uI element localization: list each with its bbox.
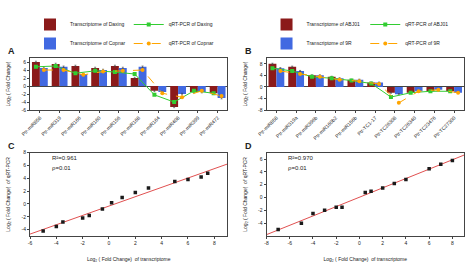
svg-text:Ptr-miR408: Ptr-miR408 bbox=[158, 115, 180, 137]
svg-text:-2: -2 bbox=[258, 207, 263, 213]
svg-text:Log₂ ( Fold Change): Log₂ ( Fold Change) bbox=[5, 61, 11, 106]
svg-text:Log₂ ( Fold Change) of transc: Log₂ ( Fold Change) of transcriptome bbox=[87, 256, 171, 262]
svg-text:-6: -6 bbox=[28, 240, 33, 246]
svg-text:6: 6 bbox=[260, 156, 263, 162]
svg-text:Ptr-miR319a: Ptr-miR319a bbox=[275, 115, 299, 139]
svg-text:Ptr-TC26340: Ptr-TC26340 bbox=[393, 115, 418, 140]
svg-text:Ptr-miR164: Ptr-miR164 bbox=[139, 115, 161, 137]
svg-text:-4: -4 bbox=[258, 95, 263, 101]
svg-text:-4: -4 bbox=[22, 226, 27, 232]
svg-text:Ptr-miR858: Ptr-miR858 bbox=[20, 115, 42, 137]
svg-text:Log₂ ( Fold Change): Log₂ ( Fold Change) bbox=[242, 61, 248, 106]
svg-text:6: 6 bbox=[23, 162, 26, 168]
svg-text:ρ=0.01: ρ=0.01 bbox=[288, 165, 307, 171]
svg-text:4: 4 bbox=[23, 67, 26, 73]
svg-text:-4: -4 bbox=[258, 220, 263, 226]
svg-text:Transcriptome of Daxing: Transcriptome of Daxing bbox=[70, 21, 124, 27]
svg-text:-2: -2 bbox=[334, 240, 339, 246]
svg-text:4: 4 bbox=[23, 175, 26, 181]
svg-text:C: C bbox=[8, 141, 15, 151]
svg-text:0: 0 bbox=[23, 201, 26, 207]
svg-text:0: 0 bbox=[23, 83, 26, 89]
svg-text:-8: -8 bbox=[264, 240, 269, 246]
svg-text:6: 6 bbox=[428, 240, 431, 246]
svg-text:2: 2 bbox=[23, 188, 26, 194]
svg-text:Ptr-miR396b: Ptr-miR396b bbox=[294, 115, 318, 139]
svg-text:Ptr-miR319: Ptr-miR319 bbox=[40, 115, 62, 137]
svg-text:Ptr-miR160b2: Ptr-miR160b2 bbox=[312, 115, 338, 141]
svg-text:4: 4 bbox=[260, 169, 263, 175]
svg-text:2: 2 bbox=[381, 240, 384, 246]
svg-text:-6: -6 bbox=[288, 240, 293, 246]
svg-text:Transcriptome of ABJ01: Transcriptome of ABJ01 bbox=[307, 21, 360, 27]
svg-text:qRT-PCR of Daxing: qRT-PCR of Daxing bbox=[169, 21, 213, 27]
svg-text:4: 4 bbox=[405, 240, 408, 246]
svg-text:-4: -4 bbox=[54, 240, 59, 246]
svg-text:ρ=0.01: ρ=0.01 bbox=[52, 165, 71, 171]
svg-text:-2: -2 bbox=[22, 214, 27, 220]
svg-text:R²=0.970: R²=0.970 bbox=[288, 155, 314, 161]
svg-text:Log₂ ( Fold Change) of qRT-PC: Log₂ ( Fold Change) of qRT-PCR bbox=[242, 157, 248, 232]
svg-text:6: 6 bbox=[23, 59, 26, 65]
svg-text:B: B bbox=[245, 46, 252, 56]
svg-text:Ptr-miR166: Ptr-miR166 bbox=[60, 115, 82, 137]
svg-text:8: 8 bbox=[213, 240, 216, 246]
svg-text:4: 4 bbox=[160, 240, 163, 246]
svg-text:Ptr-miR156: Ptr-miR156 bbox=[99, 115, 121, 137]
svg-text:0: 0 bbox=[108, 240, 111, 246]
svg-text:qRT-PCR of ABJ01: qRT-PCR of ABJ01 bbox=[405, 21, 448, 27]
svg-text:8: 8 bbox=[451, 240, 454, 246]
svg-text:D: D bbox=[245, 141, 252, 151]
svg-text:Ptr-miR399: Ptr-miR399 bbox=[178, 115, 200, 137]
svg-text:Ptr-miR160: Ptr-miR160 bbox=[79, 115, 101, 137]
svg-text:0: 0 bbox=[358, 240, 361, 246]
svg-text:Ptr-miR168: Ptr-miR168 bbox=[119, 115, 141, 137]
svg-text:2: 2 bbox=[134, 240, 137, 246]
svg-text:Ptr-miR858: Ptr-miR858 bbox=[257, 115, 279, 137]
svg-text:-6: -6 bbox=[22, 107, 27, 113]
svg-text:-2: -2 bbox=[80, 240, 85, 246]
svg-text:Ptr-TC23476: Ptr-TC23476 bbox=[412, 115, 437, 140]
svg-text:8: 8 bbox=[23, 149, 26, 155]
svg-text:-4: -4 bbox=[311, 240, 316, 246]
svg-text:Ptr-TC1-17: Ptr-TC1-17 bbox=[356, 115, 378, 137]
svg-text:Log₂ ( Fold Change) of qRT-PC: Log₂ ( Fold Change) of qRT-PCR bbox=[5, 157, 11, 232]
svg-text:-4: -4 bbox=[22, 99, 27, 105]
svg-text:qRT-PCR of Copnar: qRT-PCR of Copnar bbox=[169, 40, 214, 46]
svg-text:Transcriptome of 9R: Transcriptome of 9R bbox=[307, 40, 352, 46]
svg-text:R²=0.961: R²=0.961 bbox=[52, 155, 78, 161]
svg-text:2: 2 bbox=[260, 181, 263, 187]
svg-text:Ptr-miR156b: Ptr-miR156b bbox=[334, 115, 358, 139]
svg-text:qRT-PCR of 9R: qRT-PCR of 9R bbox=[405, 40, 440, 46]
svg-text:6: 6 bbox=[187, 240, 190, 246]
svg-text:Ptr-TC27300: Ptr-TC27300 bbox=[432, 115, 457, 140]
svg-text:4: 4 bbox=[260, 72, 263, 78]
svg-text:Ptr-miR472: Ptr-miR472 bbox=[198, 115, 220, 137]
svg-text:-2: -2 bbox=[22, 91, 27, 97]
svg-text:8: 8 bbox=[260, 61, 263, 67]
svg-text:0: 0 bbox=[260, 194, 263, 200]
svg-text:-8: -8 bbox=[258, 107, 263, 113]
svg-text:A: A bbox=[8, 46, 15, 56]
svg-text:2: 2 bbox=[23, 75, 26, 81]
svg-text:0: 0 bbox=[260, 84, 263, 90]
svg-text:Transcriptome of Copnar: Transcriptome of Copnar bbox=[70, 40, 125, 46]
svg-text:Log₂ ( Fold Change) of transc: Log₂ ( Fold Change) of transcriptome bbox=[323, 256, 407, 262]
svg-text:Ptr-TC26308: Ptr-TC26308 bbox=[373, 115, 398, 140]
